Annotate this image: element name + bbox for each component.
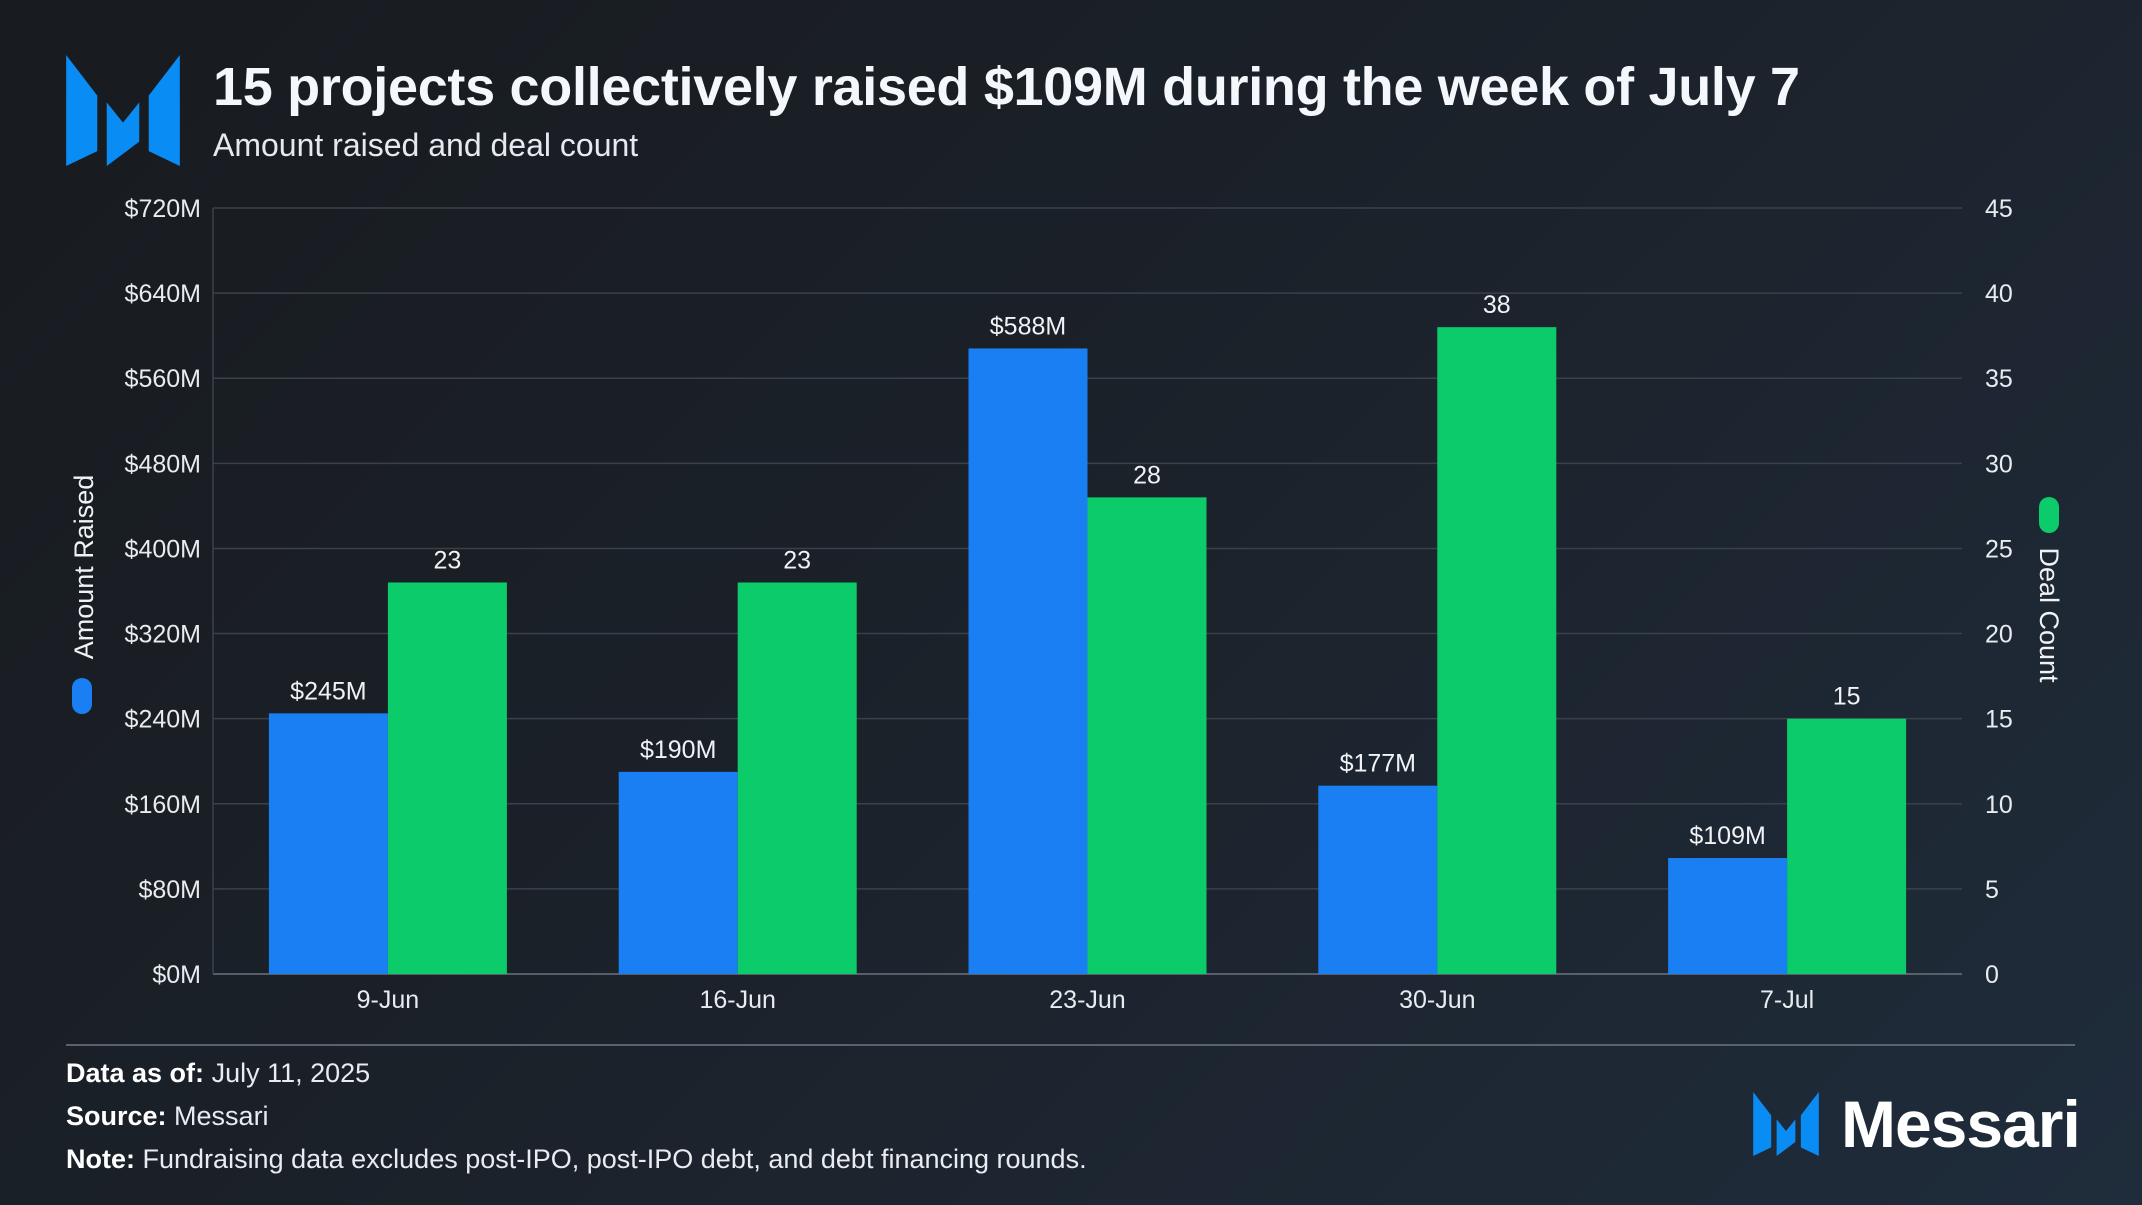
y-right-tick: 35 [1985,365,2013,393]
x-tick: 7-Jul [1760,986,1814,1014]
bar-amount-raised [618,771,738,974]
y-right-tick: 25 [1985,535,2013,563]
y-right-tick: 30 [1985,450,2013,478]
data-label-deals: 28 [1133,461,1161,489]
bar-deal-count [1787,718,1907,974]
bar-deal-count [387,582,507,974]
bar-amount-raised [1318,785,1438,974]
y-left-tick: $720M [125,195,201,223]
messari-m-logo-icon [66,55,180,166]
note-label: Note: [66,1144,135,1174]
y-right-axis-label: Deal Count [2034,547,2064,683]
data-label-amount: $588M [990,312,1066,340]
y-right-tick: 5 [1985,876,1999,904]
y-right-tick: 15 [1985,706,2013,734]
y-right-tick: 0 [1985,961,1999,989]
data-label-amount: $109M [1689,822,1765,850]
y-left-tick: $480M [125,450,201,478]
x-tick: 9-Jun [357,986,420,1014]
note: Note: Fundraising data excludes post-IPO… [66,1144,1087,1175]
brand-logo: Messari [1753,1086,2081,1162]
header-logo [66,55,180,166]
y-left-tick: $80M [138,876,201,904]
bar-deal-count [737,582,857,974]
bar-amount-raised [1668,858,1788,974]
bar-chart: $0M 0 $80M 5 $160M 10 $240M 15 $320M 20 $400M 25 $48… [69,195,2064,1014]
brand-name: Messari [1841,1087,2081,1161]
y-left-tick: $400M [125,535,201,563]
y-right-tick: 45 [1985,195,2013,223]
y-left-tick: $560M [125,365,201,393]
x-tick: 30-Jun [1399,986,1475,1014]
data-as-of-label: Data as of: [66,1058,205,1088]
bar-deal-count [1087,497,1207,974]
source: Source: Messari [66,1101,269,1132]
bar-amount-raised [268,713,388,974]
messari-m-logo-icon [1753,1092,1819,1156]
bar-deal-count [1437,327,1557,975]
data-label-deals: 23 [783,546,811,574]
y-left-tick: $320M [125,621,201,649]
note-value: Fundraising data excludes post-IPO, post… [142,1144,1087,1174]
data-as-of: Data as of: July 11, 2025 [66,1058,370,1089]
footer-divider [66,1044,2075,1046]
source-label: Source: [66,1101,167,1131]
y-left-axis-label: Amount Raised [69,475,99,660]
y-right-tick: 20 [1985,621,2013,649]
y-left-tick: $640M [125,280,201,308]
data-label-deals: 23 [433,546,461,574]
legend-amount-raised-marker [72,678,92,714]
bar-amount-raised [968,348,1088,974]
data-label-amount: $190M [640,736,716,764]
data-label-amount: $245M [290,677,366,705]
y-right-tick: 40 [1985,280,2013,308]
x-tick: 23-Jun [1049,986,1125,1014]
chart-subtitle: Amount raised and deal count [213,127,639,163]
data-label-amount: $177M [1340,750,1416,778]
data-as-of-value: July 11, 2025 [211,1058,371,1088]
y-left-tick: $240M [125,706,201,734]
y-left-tick: $160M [125,791,201,819]
data-label-deals: 38 [1483,291,1511,319]
data-label-deals: 15 [1833,683,1861,711]
x-tick: 16-Jun [699,986,775,1014]
y-right-tick: 10 [1985,791,2013,819]
y-left-tick: $0M [152,961,201,989]
chart-title: 15 projects collectively raised $109M du… [213,57,1800,117]
legend-deal-count-marker [2039,497,2059,533]
source-value: Messari [174,1101,269,1131]
